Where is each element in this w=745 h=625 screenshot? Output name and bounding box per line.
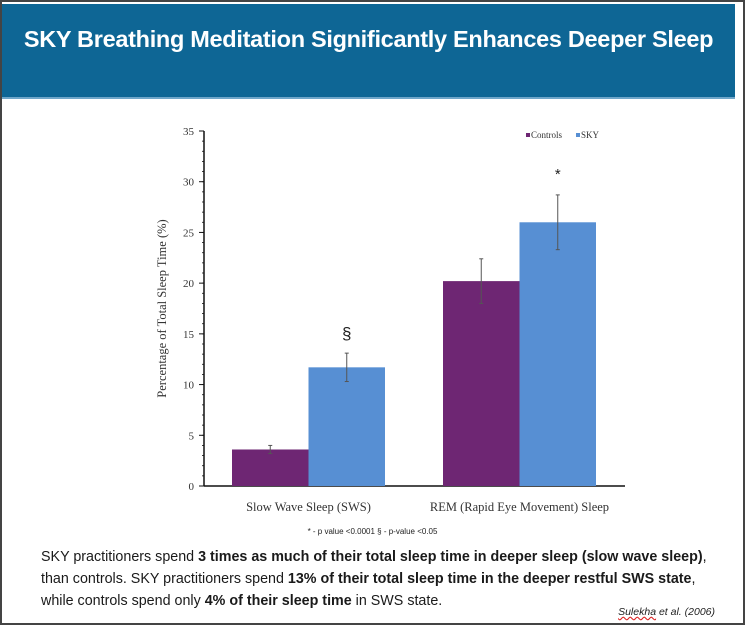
legend-label: Controls [531,130,563,140]
bar-sky-1 [519,222,596,487]
y-tick-label: 5 [189,430,195,442]
significance-marker: § [342,324,351,343]
y-tick-label: 15 [183,329,195,341]
y-tick-label: 35 [183,126,195,138]
summary-text-part: 4% of their sleep time [204,593,352,609]
y-tick-label: 0 [189,481,195,493]
bar-sky-0 [308,367,385,486]
y-axis-label: Percentage of Total Sleep Time (%) [155,219,169,397]
summary-text: SKY practitioners spend 3 times as much … [41,546,721,612]
legend-label: SKY [581,130,600,140]
summary-text-part: , than controls. SKY practitioners spend [41,549,707,587]
bar-controls-1 [443,281,520,486]
citation-author: Sulekha [618,606,657,618]
significance-footnote: * - p value <0.0001 § - p-value <0.05 [307,527,438,536]
summary-text-part: 3 times as much of their total sleep tim… [198,549,703,565]
y-tick-label: 25 [183,227,195,239]
y-tick-label: 20 [183,278,195,290]
summary-text-part: SKY practitioners spend [41,549,199,565]
citation-rest: et al. (2006) [656,606,715,618]
summary-text-part: in SWS state. [351,593,443,609]
x-category-label: REM (Rapid Eye Movement) Sleep [430,500,609,514]
citation: Sulekha et al. (2006) [618,606,715,618]
legend-swatch-controls [526,133,530,137]
y-tick-label: 30 [183,177,195,189]
x-category-label: Slow Wave Sleep (SWS) [246,500,371,514]
y-tick-label: 10 [183,380,195,392]
summary-text-part: 13% of their total sleep time in the dee… [287,571,692,587]
legend-swatch-sky [576,133,580,137]
header-banner: SKY Breathing Meditation Significantly E… [2,4,735,99]
significance-marker: * [555,166,561,183]
slide-title: SKY Breathing Meditation Significantly E… [23,26,714,52]
bar-controls-0 [232,449,309,486]
summary-text-part: , while controls spend only [41,571,696,609]
